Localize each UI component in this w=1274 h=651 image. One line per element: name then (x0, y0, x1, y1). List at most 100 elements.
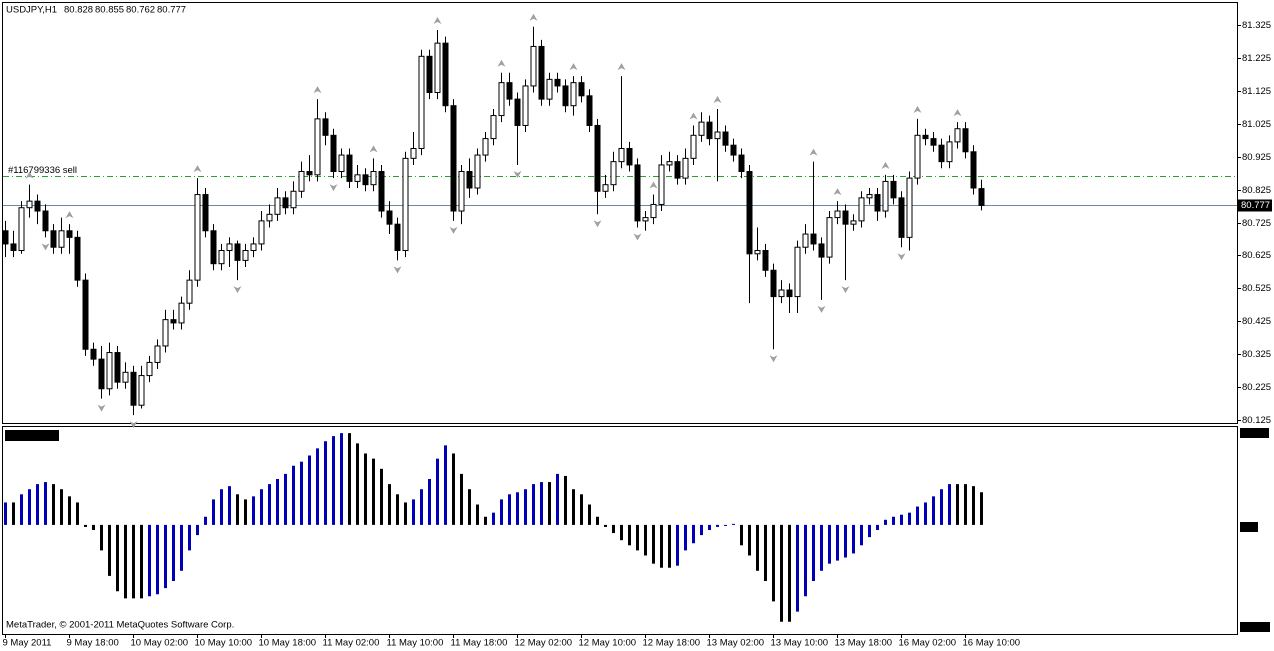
y-tick-label: 80.725 (1242, 218, 1271, 229)
x-tick-label: 9 May 2011 (3, 638, 52, 649)
candle-body (322, 118, 329, 136)
candle-body (514, 98, 521, 126)
main-panel (2, 2, 1238, 424)
candle-body (754, 250, 761, 255)
header-low: 80.762 (126, 5, 155, 16)
candle-body (266, 213, 273, 222)
x-tick-label: 13 May 02:00 (707, 638, 765, 649)
candle-body (858, 197, 865, 222)
candle-body (58, 230, 65, 248)
candle-body (930, 138, 937, 146)
candle-body (202, 194, 209, 232)
fractal-down (633, 233, 642, 241)
candle-body (506, 82, 513, 100)
candle-body (570, 82, 577, 107)
fractal-down (97, 404, 106, 412)
candle-body (474, 154, 481, 189)
candle-body (978, 188, 985, 206)
candle-body (658, 164, 665, 205)
x-tick-label: 11 May 18:00 (451, 638, 508, 649)
candle-body (890, 180, 897, 199)
fractal-up (193, 165, 202, 173)
candle-body (906, 177, 913, 238)
candle-body (970, 151, 977, 189)
candle-body (226, 243, 233, 252)
fractal-up (529, 13, 538, 21)
x-tick-label: 13 May 18:00 (835, 638, 893, 649)
y-tick-label: 80.225 (1242, 382, 1271, 393)
candle-body (626, 147, 633, 166)
y-tick-label: 80.525 (1242, 283, 1271, 294)
candle-body (770, 269, 777, 298)
candle-body (722, 131, 729, 146)
candle-body (338, 154, 345, 173)
fractal-up (689, 112, 698, 120)
candle-body (434, 42, 441, 94)
candle-body (50, 230, 57, 248)
indicator-panel (2, 426, 1238, 635)
candle-body (650, 203, 657, 219)
candle-body (738, 154, 745, 173)
candle-body (122, 371, 129, 383)
x-tick-label: 10 May 10:00 (195, 638, 253, 649)
candle-body (682, 157, 689, 179)
fractal-down (841, 286, 850, 294)
x-tick-label: 11 May 02:00 (323, 638, 380, 649)
candle-body (882, 180, 889, 212)
candle-body (394, 223, 401, 252)
fractal-down (817, 305, 826, 313)
fractal-down (41, 243, 50, 251)
header-high: 80.855 (95, 5, 124, 16)
candle-body (962, 128, 969, 153)
candle-body (698, 121, 705, 136)
x-tick-label: 12 May 02:00 (515, 638, 573, 649)
candle-body (762, 250, 769, 271)
candle-body (10, 243, 17, 252)
y-tick-label: 81.325 (1242, 20, 1271, 31)
candle-body (114, 352, 121, 383)
candle-body (218, 250, 225, 265)
indicator-scale-box (1240, 522, 1258, 532)
candle-body (170, 319, 177, 324)
candle-body (794, 246, 801, 298)
candle-body (282, 197, 289, 209)
fractal-down (233, 286, 242, 294)
candle-body (546, 78, 553, 100)
candle-body (42, 210, 49, 232)
candle-body (90, 348, 97, 360)
candle-body (346, 154, 353, 182)
x-tick-label: 11 May 10:00 (387, 638, 444, 649)
candle-body (154, 345, 161, 363)
candle-body (250, 243, 257, 252)
candle-body (82, 279, 89, 350)
fractal-up (617, 63, 626, 71)
candle-body (314, 118, 321, 176)
fractal-up (649, 181, 658, 189)
candle-body (210, 230, 217, 265)
candle-body (786, 289, 793, 298)
y-tick-label: 80.125 (1242, 415, 1271, 426)
candle-body (242, 250, 249, 261)
fractal-up (433, 16, 442, 24)
candle-body (130, 371, 137, 406)
candle-body (458, 171, 465, 212)
candle-body (874, 194, 881, 212)
fractal-down (769, 355, 778, 363)
candle-body (746, 171, 753, 255)
candle-body (834, 210, 841, 219)
y-tick-label: 80.625 (1242, 250, 1271, 261)
candle-body (642, 217, 649, 222)
candle-body (386, 210, 393, 225)
candle-body (442, 42, 449, 107)
fractal-up (313, 86, 322, 94)
candle-body (498, 82, 505, 117)
y-tick-label: 81.025 (1242, 119, 1271, 130)
y-tick-label: 80.925 (1242, 152, 1271, 163)
candle-body (706, 121, 713, 140)
candle-body (146, 361, 153, 377)
candle-body (586, 95, 593, 126)
fractal-up (25, 171, 34, 179)
candle-body (810, 233, 817, 245)
candle-body (306, 171, 313, 176)
bid-label: 80.777 (1241, 200, 1270, 211)
